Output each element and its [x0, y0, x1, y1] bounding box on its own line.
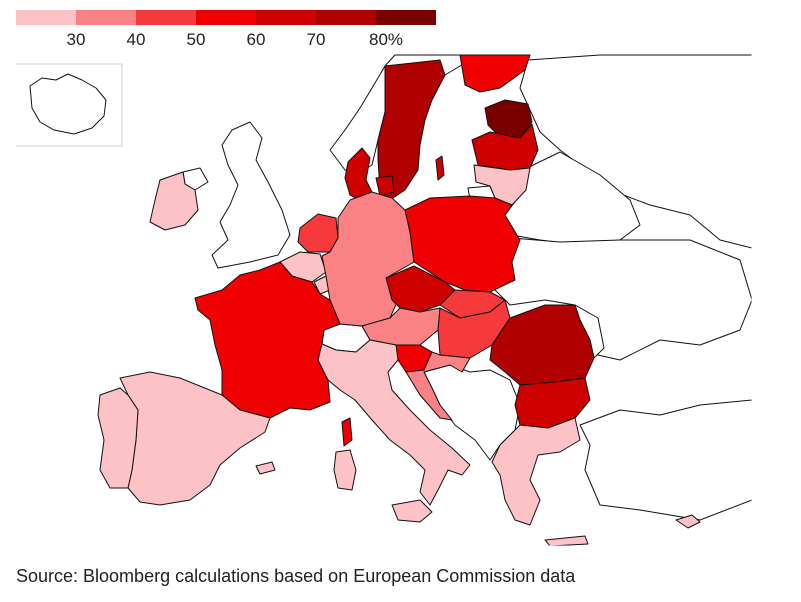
region-estonia: [484, 99, 533, 139]
region-great-britain: [211, 121, 291, 269]
iceland-inset: [16, 63, 123, 147]
region-croatia: [405, 351, 471, 421]
legend-swatch-7: [376, 10, 436, 25]
region-turkey: [579, 399, 752, 521]
map-regions: [97, 54, 752, 546]
region-sicily: [391, 499, 433, 523]
region-russia: [519, 54, 752, 249]
legend-swatch-2: [76, 10, 136, 25]
legend: [16, 10, 436, 25]
region-romania: [489, 304, 595, 386]
legend-label-30: 30: [66, 30, 86, 49]
legend-label-70: 70: [306, 30, 326, 49]
region-iceland: [29, 73, 107, 135]
region-portugal: [97, 387, 139, 489]
region-greece: [491, 417, 581, 526]
legend-swatch-4: [196, 10, 256, 25]
region-crete: [544, 535, 589, 546]
region-sweden: [377, 59, 446, 201]
region-italy: [317, 339, 471, 506]
region-cyprus: [675, 514, 701, 529]
legend-swatch-5: [256, 10, 316, 25]
region-sardinia: [333, 449, 357, 491]
region-ukraine: [494, 237, 752, 361]
legend-label-80: 80%: [368, 30, 404, 49]
inset-frame: [16, 63, 123, 147]
source-note: Source: Bloomberg calculations based on …: [16, 566, 576, 586]
legend-swatch-3: [136, 10, 196, 25]
legend-swatch-6: [316, 10, 376, 25]
legend-swatch-1: [16, 10, 76, 25]
region-gotland: [435, 155, 445, 181]
region-poland: [404, 195, 521, 293]
map-frame: [0, 52, 753, 547]
legend-label-40: 40: [126, 30, 146, 49]
region-netherlands: [297, 213, 339, 253]
legend-label-50: 50: [186, 30, 206, 49]
legend-label-60: 60: [246, 30, 266, 49]
region-corsica: [341, 417, 353, 447]
region-ireland: [149, 171, 199, 231]
region-bulgaria: [514, 377, 591, 429]
region-balearics: [255, 461, 276, 475]
region-finland: [459, 54, 531, 93]
